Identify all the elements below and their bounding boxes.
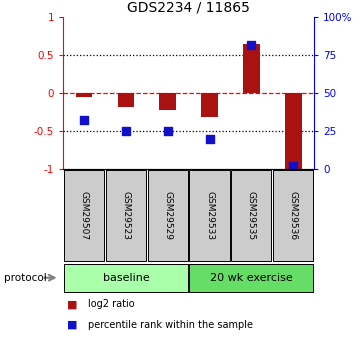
Text: protocol: protocol (4, 273, 46, 283)
Bar (285, 93, 301, 173)
Point (248, 42, 254, 47)
Text: baseline: baseline (103, 273, 149, 283)
Text: GSM29535: GSM29535 (247, 191, 256, 240)
Bar (76, 93, 92, 97)
Bar (118, 93, 134, 107)
Text: 20 wk exercise: 20 wk exercise (210, 273, 293, 283)
Bar (190, 170, 230, 261)
Point (206, 136, 212, 141)
Bar (148, 170, 188, 261)
Bar (273, 170, 313, 261)
Text: percentile rank within the sample: percentile rank within the sample (88, 320, 253, 329)
Text: ■: ■ (67, 299, 77, 309)
Point (165, 128, 171, 134)
Text: GSM29529: GSM29529 (163, 191, 172, 240)
Bar (64, 170, 104, 261)
Bar (231, 170, 271, 261)
Bar (243, 44, 260, 93)
Text: GSM29533: GSM29533 (205, 191, 214, 240)
Point (123, 128, 129, 134)
Bar (64, 264, 188, 292)
Title: GDS2234 / 11865: GDS2234 / 11865 (127, 1, 250, 15)
Bar (201, 93, 218, 117)
Text: GSM29536: GSM29536 (289, 191, 298, 240)
Text: GSM29523: GSM29523 (121, 191, 130, 240)
Text: ■: ■ (67, 320, 77, 329)
Point (290, 163, 296, 169)
Bar (106, 170, 146, 261)
Point (81, 118, 87, 123)
Text: GSM29507: GSM29507 (79, 191, 88, 240)
Bar (190, 264, 313, 292)
Text: log2 ratio: log2 ratio (88, 299, 135, 309)
Bar (159, 93, 176, 110)
